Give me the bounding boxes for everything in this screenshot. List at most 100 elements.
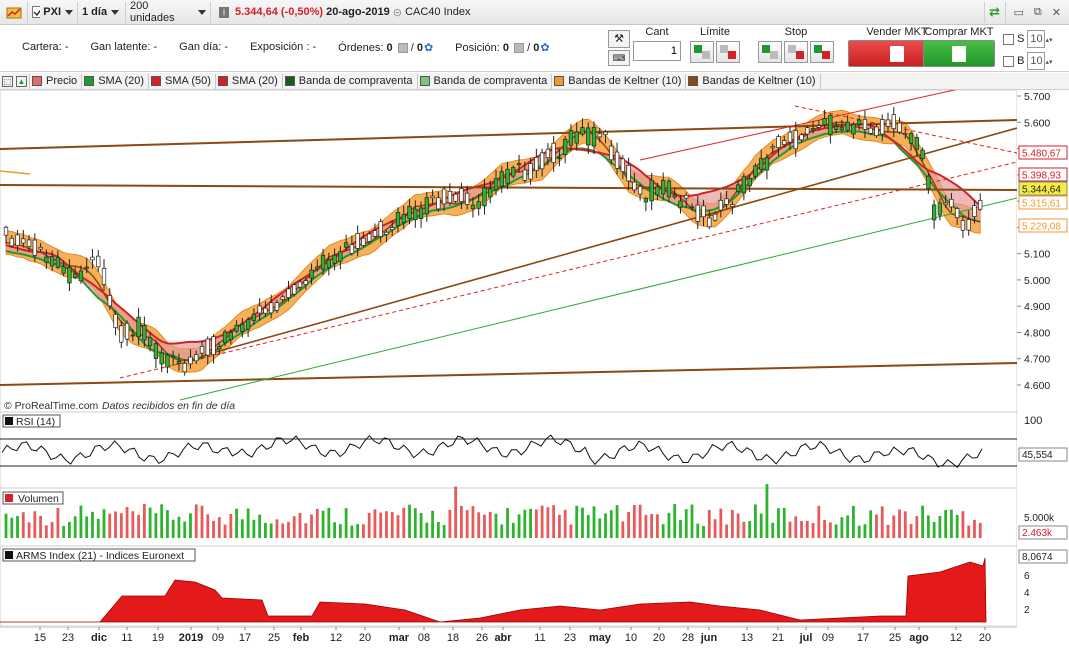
- legend-label: Bandas de Keltner (10): [702, 75, 816, 87]
- detach-icon[interactable]: ⧉: [1033, 5, 1042, 18]
- b-value-input[interactable]: 10: [1027, 52, 1046, 70]
- time-axis-label: abr: [494, 632, 512, 644]
- expand-icon[interactable]: ⬚: [2, 75, 13, 87]
- volume-bar: [852, 506, 855, 538]
- arms-pane[interactable]: ARMS Index (21) - Indices Euronext: [0, 545, 1018, 627]
- volume-bar: [62, 525, 66, 538]
- rsi-pane[interactable]: RSI (14): [0, 411, 1018, 489]
- quantity-input[interactable]: [633, 41, 681, 61]
- volume-bar: [235, 508, 238, 538]
- time-axis-label: 15: [34, 632, 46, 644]
- stop-both-button[interactable]: [810, 41, 834, 63]
- time-axis-label: jul: [799, 632, 813, 644]
- legend-item[interactable]: Banda de compraventa: [283, 73, 418, 89]
- positions-icon[interactable]: [514, 43, 525, 54]
- b-spinner-icon[interactable]: ▴▾: [1045, 58, 1053, 66]
- price-candle: [107, 288, 112, 310]
- limit-buy-button[interactable]: [690, 41, 714, 63]
- time-axis-label: 25: [268, 632, 280, 644]
- volume-bar: [390, 512, 394, 538]
- chart-area[interactable]: © ProRealTime.com Datos recibidos en fin…: [0, 90, 1069, 648]
- price-tick-label: 5.600: [1024, 117, 1050, 129]
- positions-settings-icon[interactable]: ✿: [540, 42, 550, 54]
- volume-bar: [373, 509, 377, 538]
- price-candle: [188, 349, 193, 369]
- minimize-icon[interactable]: ▭: [1013, 6, 1024, 19]
- time-axis-label: 19: [152, 632, 164, 644]
- volume-pane[interactable]: Volumen: [0, 484, 1018, 547]
- units-selector[interactable]: 200 unidades: [126, 0, 211, 24]
- link-icon[interactable]: ⊝: [392, 6, 403, 19]
- volume-bar: [102, 509, 106, 538]
- price-candle: [799, 133, 804, 143]
- price-candle: [632, 172, 637, 194]
- stop-sell-button[interactable]: [784, 41, 808, 63]
- keyboard-icon[interactable]: ⌨: [608, 50, 630, 66]
- sync-icon[interactable]: ⇄: [983, 1, 1006, 23]
- legend-item[interactable]: SMA (50): [149, 73, 216, 89]
- price-tick-label: 4.900: [1024, 301, 1050, 313]
- chart-menu-icon[interactable]: [0, 1, 28, 23]
- price-axis[interactable]: 5.7005.6005.5005.4005.3005.2005.1005.000…: [1017, 90, 1069, 414]
- time-axis-label: 13: [741, 632, 753, 644]
- price-candle: [787, 126, 793, 151]
- volume-bar: [794, 516, 798, 538]
- close-icon[interactable]: ✕: [1051, 6, 1061, 19]
- orders-settings-icon[interactable]: ✿: [423, 42, 434, 54]
- s-checkbox[interactable]: [1003, 33, 1014, 45]
- price-candle: [793, 121, 798, 157]
- time-axis[interactable]: 15 23 dic 11 19 2019 09 17 25 feb 12 20 mar 08 18 26 abr…: [34, 627, 991, 644]
- volume-bar: [771, 522, 775, 538]
- info-icon[interactable]: i: [219, 6, 229, 18]
- price-candle: [32, 233, 37, 262]
- s-value-input[interactable]: 10: [1027, 30, 1046, 48]
- wrench-icon[interactable]: ⚒: [608, 30, 630, 48]
- volume-bar: [494, 513, 498, 538]
- collapse-icon[interactable]: ▲: [16, 75, 27, 87]
- price-candle: [649, 172, 654, 211]
- legend-item[interactable]: SMA (20): [216, 73, 283, 89]
- price-candle: [470, 197, 476, 218]
- posicion-stat: Posición: 0 / 0✿: [455, 42, 550, 54]
- stop-buy-button[interactable]: [758, 41, 782, 63]
- legend-item[interactable]: Bandas de Keltner (10): [552, 73, 687, 89]
- volume-bar: [131, 511, 135, 538]
- volume-bar: [229, 513, 233, 538]
- limit-sell-button[interactable]: [716, 41, 740, 63]
- price-candle: [407, 199, 412, 225]
- time-axis-label: dic: [91, 632, 107, 644]
- price-candle: [810, 121, 816, 134]
- volume-title: Volumen: [2, 491, 64, 505]
- price-candle: [142, 316, 147, 347]
- price-candle: [234, 320, 239, 334]
- timeframe-selector[interactable]: 1 día: [78, 1, 126, 23]
- legend-swatch-icon: [84, 76, 95, 86]
- b-checkbox[interactable]: [1003, 55, 1014, 67]
- symbol-selector[interactable]: PXI: [28, 1, 78, 23]
- legend-label: Banda de compraventa: [298, 75, 413, 87]
- price-candle: [880, 114, 885, 142]
- price-candle: [782, 135, 787, 148]
- time-axis-label: 23: [564, 632, 576, 644]
- price-candle: [309, 263, 314, 285]
- volume-bar: [252, 519, 256, 538]
- legend-item[interactable]: Bandas de Keltner (10): [686, 73, 821, 89]
- price-candle: [251, 308, 257, 325]
- volume-bar: [846, 515, 850, 538]
- price-candle: [897, 117, 902, 135]
- time-axis-label: may: [589, 632, 612, 644]
- s-spinner-icon[interactable]: ▴▾: [1045, 36, 1053, 44]
- buy-market-button[interactable]: [923, 40, 995, 67]
- chevron-down-icon: [198, 9, 206, 15]
- volume-bar: [598, 518, 602, 538]
- dia-stat: Gan día: -: [179, 41, 229, 53]
- legend-item[interactable]: SMA (20): [82, 73, 150, 89]
- legend-item[interactable]: Precio: [30, 73, 83, 89]
- price-marker-label: 5.229,08: [1022, 222, 1061, 233]
- volume-bar: [425, 522, 429, 538]
- legend-item[interactable]: Banda de compraventa: [418, 73, 553, 89]
- orders-icon[interactable]: [397, 43, 408, 54]
- time-axis-label: 25: [889, 632, 901, 644]
- price-tick-label: 4.800: [1024, 327, 1050, 339]
- volume-bar: [73, 516, 77, 538]
